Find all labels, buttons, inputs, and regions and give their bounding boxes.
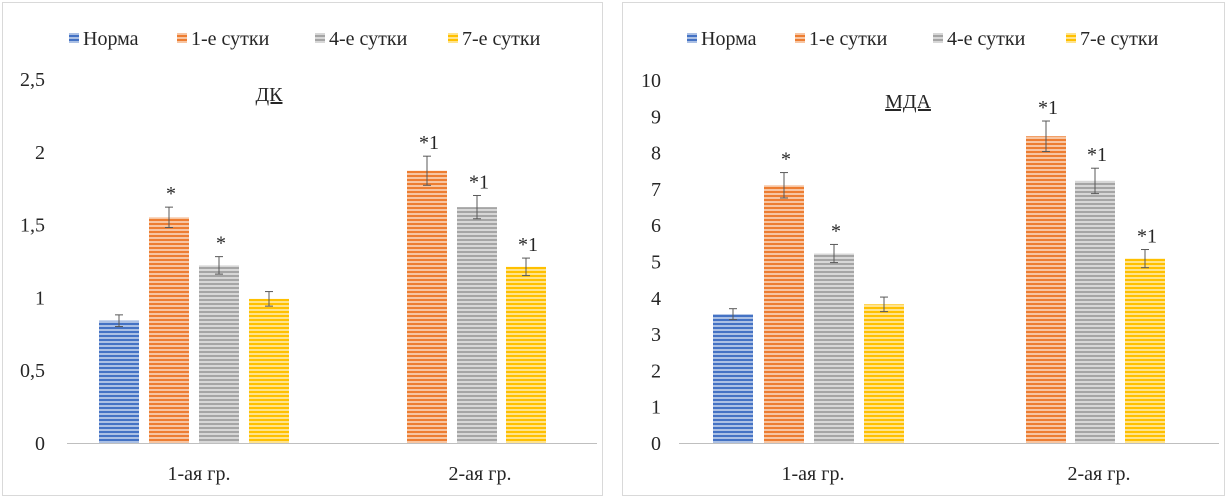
chart-dk: Норма 1-е сутки 4-е сутки 7-е сутки ДК 0 0,5 1 1… [20,28,597,485]
legend-swatch [448,33,458,43]
y-tick-label: 1 [651,397,661,419]
y-tick-label: 2 [35,142,45,164]
bar [149,217,189,443]
y-tick-label: 2 [651,360,661,382]
y-tick-label: 1 [35,287,45,309]
legend-swatch [933,33,943,43]
bar [1075,180,1115,443]
legend-label: 7-е сутки [1080,28,1159,50]
data-label: *1 [518,234,538,256]
data-label: *1 [1038,97,1058,119]
y-tick-label: 10 [641,70,661,92]
data-label: * [166,183,176,205]
chart-title: ДК [256,84,284,106]
y-tick-label: 0 [651,433,661,455]
legend-item: Норма [687,28,757,50]
legend-swatch [315,33,325,43]
legend-label: 4-е сутки [329,28,408,50]
data-label: * [216,233,226,255]
legend-item: Норма [69,28,139,50]
chart-panel-mda: Норма 1-е сутки 4-е сутки 7-е сутки МДА 0 1 2 3 4… [622,2,1225,496]
legend-label: 1-е сутки [191,28,270,50]
y-tick-label: 3 [651,324,661,346]
y-tick-label: 1,5 [20,215,45,237]
x-tick-label: 2-ая гр. [449,463,512,485]
y-tick-label: 0,5 [20,360,45,382]
x-tick-label: 1-ая гр. [168,463,231,485]
bar [249,298,289,443]
bar [814,253,854,443]
legend-item: 1-е сутки [795,28,888,50]
legend-label: 1-е сутки [809,28,888,50]
data-label: * [831,220,841,242]
y-tick-label: 0 [35,433,45,455]
y-tick-label: 4 [651,288,661,310]
data-label: *1 [469,171,489,193]
legend-swatch [177,33,187,43]
bar [1125,258,1165,443]
bar [407,170,447,443]
y-tick-label: 7 [651,179,661,201]
data-label: *1 [1087,144,1107,166]
chart-mda: Норма 1-е сутки 4-е сутки 7-е сутки МДА 0 1 2 3 4… [641,28,1219,485]
legend-swatch [687,33,697,43]
y-tick-label: 2,5 [20,69,45,91]
y-tick-label: 8 [651,143,661,165]
legend-item: 4-е сутки [315,28,408,50]
legend-label: 7-е сутки [462,28,541,50]
legend-item: 1-е сутки [177,28,270,50]
bar [1026,136,1066,443]
legend-swatch [1066,33,1076,43]
y-tick-label: 5 [651,252,661,274]
legend-swatch [69,33,79,43]
legend-label: Норма [701,28,757,50]
bar [99,320,139,443]
legend-item: 4-е сутки [933,28,1026,50]
legend-label: Норма [83,28,139,50]
bar [506,266,546,443]
chart-title: МДА [885,91,931,113]
data-label: * [781,149,791,171]
data-label: *1 [419,132,439,154]
y-tick-label: 6 [651,215,661,237]
y-tick-label: 9 [651,106,661,128]
chart-panel-dk: Норма 1-е сутки 4-е сутки 7-е сутки ДК 0 0,5 1 1… [2,2,603,496]
legend-item: 7-е сутки [1066,28,1159,50]
legend-item: 7-е сутки [448,28,541,50]
x-tick-label: 2-ая гр. [1068,463,1131,485]
legend-swatch [795,33,805,43]
bar [457,207,497,443]
legend-label: 4-е сутки [947,28,1026,50]
x-tick-label: 1-ая гр. [782,463,845,485]
bar [764,185,804,443]
bar [713,314,753,443]
data-label: *1 [1137,226,1157,248]
bar [199,265,239,443]
bar [864,304,904,443]
